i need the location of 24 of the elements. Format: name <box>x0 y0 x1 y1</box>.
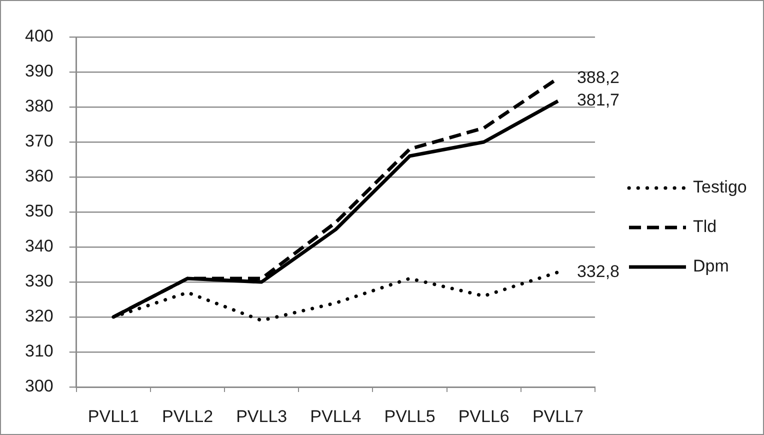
x-tick-label: PVLL6 <box>458 406 510 426</box>
x-tick-label: PVLL1 <box>88 406 139 426</box>
data-label: 381,7 <box>576 90 620 110</box>
x-tick-label: PVLL2 <box>162 406 214 426</box>
y-tick-label: 320 <box>24 306 54 326</box>
x-tick-label: PVLL3 <box>236 406 288 426</box>
y-tick-label: 340 <box>24 236 54 256</box>
data-label: 332,8 <box>576 262 620 281</box>
legend-label: Dpm <box>693 256 729 276</box>
y-tick-label: 380 <box>24 96 54 116</box>
y-tick-label: 360 <box>24 166 54 186</box>
x-tick-label: PVLL5 <box>384 406 436 426</box>
y-tick-label: 390 <box>24 62 54 81</box>
x-tick-label: PVLL7 <box>532 406 584 426</box>
x-tick-label: PVLL4 <box>310 406 362 426</box>
y-tick-label: 300 <box>24 376 54 396</box>
y-tick-label: 350 <box>24 202 54 221</box>
legend-label: Testigo <box>693 178 747 197</box>
y-tick-label: 370 <box>24 132 54 151</box>
y-tick-label: 400 <box>24 26 54 46</box>
legend-label: Tld <box>693 217 717 236</box>
y-tick-label: 330 <box>24 272 54 291</box>
data-label: 388,2 <box>576 68 620 87</box>
y-tick-label: 310 <box>24 342 54 361</box>
